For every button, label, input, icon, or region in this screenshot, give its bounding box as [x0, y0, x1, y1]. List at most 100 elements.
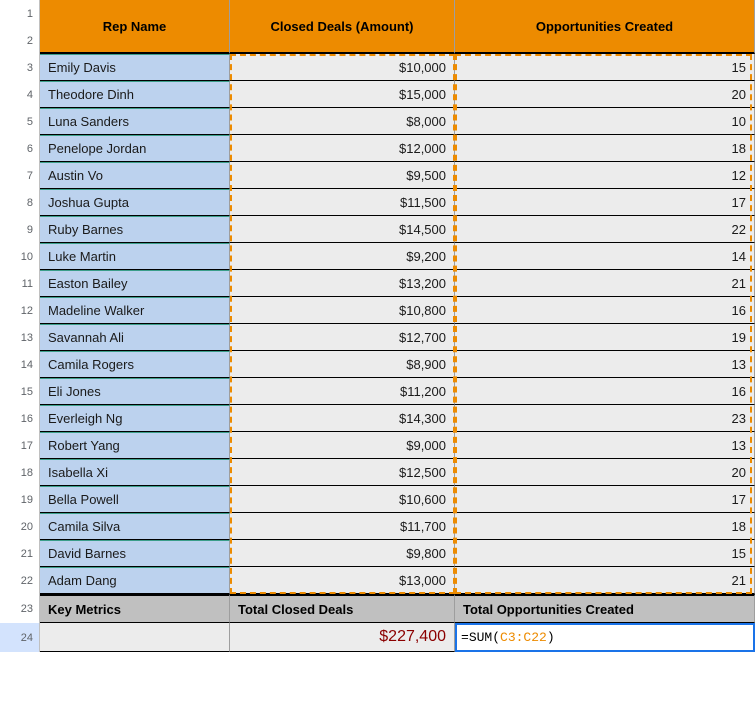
cell-closed-deals[interactable]: $12,500: [230, 459, 455, 486]
cell-rep-name[interactable]: Savannah Ali: [40, 324, 230, 351]
formula-equals: =: [461, 630, 469, 645]
cell-rep-name[interactable]: Camila Rogers: [40, 351, 230, 378]
row-number[interactable]: 16: [0, 405, 40, 432]
row-number[interactable]: 2: [0, 27, 40, 54]
cell-opps-created[interactable]: 20: [455, 81, 755, 108]
cell-closed-deals[interactable]: $9,800: [230, 540, 455, 567]
cell-rep-name[interactable]: Eli Jones: [40, 378, 230, 405]
cell-rep-name[interactable]: Joshua Gupta: [40, 189, 230, 216]
cell-opps-created[interactable]: 18: [455, 513, 755, 540]
cell-rep-name[interactable]: Emily Davis: [40, 54, 230, 81]
cell-rep-name[interactable]: Bella Powell: [40, 486, 230, 513]
row-number[interactable]: 17: [0, 432, 40, 459]
row-number[interactable]: 13: [0, 324, 40, 351]
cell-closed-deals[interactable]: $10,600: [230, 486, 455, 513]
cell-opps-created[interactable]: 17: [455, 486, 755, 513]
cell-rep-name[interactable]: Easton Bailey: [40, 270, 230, 297]
row-number[interactable]: 22: [0, 567, 40, 594]
row-number[interactable]: 18: [0, 459, 40, 486]
cell-blank[interactable]: [40, 623, 230, 652]
cell-closed-deals[interactable]: $9,200: [230, 243, 455, 270]
cell-rep-name[interactable]: Adam Dang: [40, 567, 230, 594]
row-number[interactable]: 3: [0, 54, 40, 81]
cell-rep-name[interactable]: Ruby Barnes: [40, 216, 230, 243]
cell-rep-name[interactable]: Camila Silva: [40, 513, 230, 540]
cell-rep-name[interactable]: Luna Sanders: [40, 108, 230, 135]
row-number[interactable]: 11: [0, 270, 40, 297]
row-number[interactable]: 21: [0, 540, 40, 567]
row-number[interactable]: 20: [0, 513, 40, 540]
cell-closed-deals[interactable]: $10,000: [230, 54, 455, 81]
row-number[interactable]: 19: [0, 486, 40, 513]
cell-closed-deals[interactable]: $9,500: [230, 162, 455, 189]
cell-closed-deals[interactable]: $15,000: [230, 81, 455, 108]
cell-total-closed-label[interactable]: Total Closed Deals: [230, 594, 455, 623]
cell-opps-created[interactable]: 12: [455, 162, 755, 189]
formula-range: C3:C22: [500, 630, 547, 645]
row-number[interactable]: 12: [0, 297, 40, 324]
cell-rep-name[interactable]: Austin Vo: [40, 162, 230, 189]
cell-closed-deals[interactable]: $11,700: [230, 513, 455, 540]
cell-rep-name[interactable]: Luke Martin: [40, 243, 230, 270]
cell-opps-created[interactable]: 13: [455, 432, 755, 459]
cell-closed-deals[interactable]: $10,800: [230, 297, 455, 324]
cell-closed-deals[interactable]: $9,000: [230, 432, 455, 459]
formula-paren-close: ): [547, 630, 555, 645]
row-number[interactable]: 10: [0, 243, 40, 270]
grid-container: 1Rep NameClosed Deals (Amount)Opportunit…: [0, 0, 755, 652]
row-number[interactable]: 4: [0, 81, 40, 108]
cell-formula-editor[interactable]: =SUM(C3:C22): [455, 623, 755, 652]
cell-opps-created[interactable]: 23: [455, 405, 755, 432]
cell-rep-name[interactable]: Everleigh Ng: [40, 405, 230, 432]
cell-closed-deals[interactable]: $12,000: [230, 135, 455, 162]
cell-closed-deals[interactable]: $12,700: [230, 324, 455, 351]
row-number[interactable]: 7: [0, 162, 40, 189]
cell-closed-deals[interactable]: $13,000: [230, 567, 455, 594]
row-number[interactable]: 6: [0, 135, 40, 162]
row-number[interactable]: 14: [0, 351, 40, 378]
cell-rep-name[interactable]: Penelope Jordan: [40, 135, 230, 162]
row-number-selected[interactable]: 24: [0, 623, 40, 652]
cell-key-metrics[interactable]: Key Metrics: [40, 594, 230, 623]
formula-paren-open: (: [492, 630, 500, 645]
col-header-closed-deals[interactable]: Closed Deals (Amount): [230, 0, 455, 54]
cell-opps-created[interactable]: 20: [455, 459, 755, 486]
cell-opps-created[interactable]: 13: [455, 351, 755, 378]
row-number[interactable]: 8: [0, 189, 40, 216]
formula-function: SUM: [469, 630, 492, 645]
row-number[interactable]: 15: [0, 378, 40, 405]
cell-closed-deals[interactable]: $8,000: [230, 108, 455, 135]
cell-rep-name[interactable]: Madeline Walker: [40, 297, 230, 324]
cell-total-closed-value[interactable]: $227,400: [230, 623, 455, 652]
spreadsheet: 1Rep NameClosed Deals (Amount)Opportunit…: [0, 0, 755, 652]
cell-opps-created[interactable]: 15: [455, 54, 755, 81]
cell-rep-name[interactable]: Theodore Dinh: [40, 81, 230, 108]
cell-closed-deals[interactable]: $14,300: [230, 405, 455, 432]
cell-closed-deals[interactable]: $11,500: [230, 189, 455, 216]
cell-rep-name[interactable]: David Barnes: [40, 540, 230, 567]
col-header-opps-created[interactable]: Opportunities Created: [455, 0, 755, 54]
cell-opps-created[interactable]: 16: [455, 378, 755, 405]
cell-opps-created[interactable]: 18: [455, 135, 755, 162]
cell-opps-created[interactable]: 19: [455, 324, 755, 351]
cell-opps-created[interactable]: 17: [455, 189, 755, 216]
row-number[interactable]: 1: [0, 0, 40, 27]
cell-rep-name[interactable]: Isabella Xi: [40, 459, 230, 486]
row-number[interactable]: 9: [0, 216, 40, 243]
cell-opps-created[interactable]: 21: [455, 567, 755, 594]
cell-total-opps-label[interactable]: Total Opportunities Created: [455, 594, 755, 623]
cell-closed-deals[interactable]: $13,200: [230, 270, 455, 297]
cell-closed-deals[interactable]: $8,900: [230, 351, 455, 378]
row-number[interactable]: 23: [0, 594, 40, 623]
row-number[interactable]: 5: [0, 108, 40, 135]
cell-rep-name[interactable]: Robert Yang: [40, 432, 230, 459]
cell-opps-created[interactable]: 22: [455, 216, 755, 243]
cell-opps-created[interactable]: 10: [455, 108, 755, 135]
cell-opps-created[interactable]: 16: [455, 297, 755, 324]
cell-closed-deals[interactable]: $11,200: [230, 378, 455, 405]
cell-opps-created[interactable]: 15: [455, 540, 755, 567]
cell-closed-deals[interactable]: $14,500: [230, 216, 455, 243]
col-header-rep-name[interactable]: Rep Name: [40, 0, 230, 54]
cell-opps-created[interactable]: 21: [455, 270, 755, 297]
cell-opps-created[interactable]: 14: [455, 243, 755, 270]
